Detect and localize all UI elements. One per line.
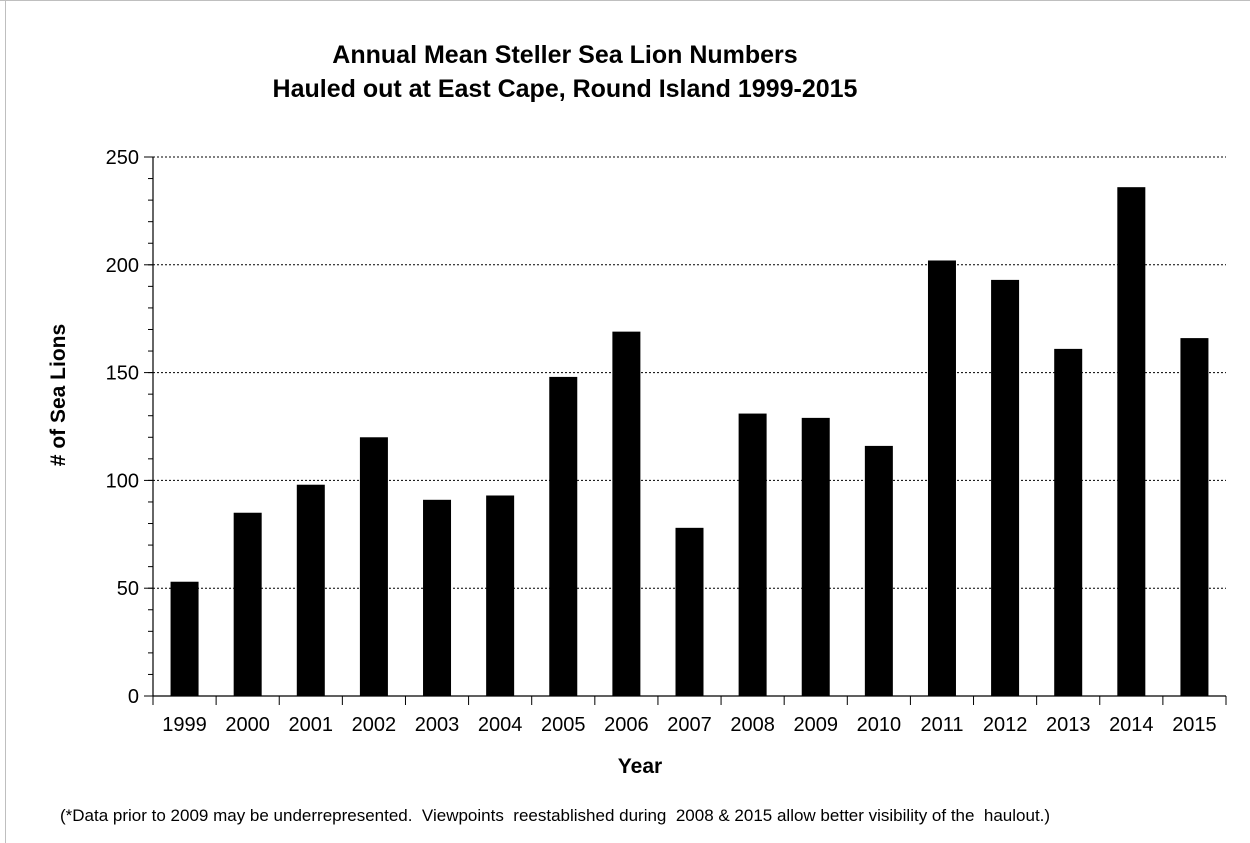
y-tick-label-100: 100 — [106, 470, 139, 492]
x-tick-label-2015: 2015 — [1172, 714, 1217, 736]
bar-2015 — [1180, 338, 1209, 696]
x-tick-label-2011: 2011 — [920, 714, 963, 736]
bar-2014 — [1117, 187, 1146, 696]
bar-2002 — [359, 437, 388, 696]
bar-2006 — [612, 331, 641, 696]
bar-2010 — [864, 445, 893, 696]
bar-2004 — [486, 495, 515, 696]
x-tick-label-2008: 2008 — [730, 714, 775, 736]
x-tick-label-2012: 2012 — [983, 714, 1028, 736]
x-tick-label-2013: 2013 — [1046, 714, 1091, 736]
x-tick-label-2014: 2014 — [1109, 714, 1154, 736]
bar-2005 — [549, 376, 578, 696]
bar-2001 — [296, 484, 325, 696]
bar-1999 — [170, 581, 199, 696]
x-tick-label-2010: 2010 — [857, 714, 902, 736]
x-tick-label-2003: 2003 — [415, 714, 460, 736]
bar-2013 — [1054, 348, 1083, 696]
x-tick-label-2004: 2004 — [478, 714, 523, 736]
x-tick-label-2001: 2001 — [289, 714, 334, 736]
bar-2003 — [423, 499, 452, 696]
frame-top-border — [0, 0, 1250, 1]
x-tick-label-2005: 2005 — [541, 714, 586, 736]
chart-title-line-2: Hauled out at East Cape, Round Island 19… — [272, 75, 858, 103]
chart-title-line-1: Annual Mean Steller Sea Lion Numbers — [332, 41, 798, 69]
y-axis-label: # of Sea Lions — [47, 323, 70, 467]
x-tick-label-1999: 1999 — [162, 714, 207, 736]
chart-title: Annual Mean Steller Sea Lion Numbers Hau… — [150, 38, 980, 106]
y-tick-label-200: 200 — [106, 255, 139, 277]
x-tick-label-2006: 2006 — [604, 714, 649, 736]
bar-2008 — [738, 413, 767, 696]
footnote: (*Data prior to 2009 may be underreprese… — [60, 806, 1051, 825]
bar-2007 — [675, 527, 704, 696]
y-tick-label-0: 0 — [128, 686, 139, 708]
y-tick-label-250: 250 — [106, 147, 139, 169]
x-tick-label-2002: 2002 — [352, 714, 397, 736]
bar-2009 — [801, 417, 830, 696]
y-tick-label-50: 50 — [117, 578, 139, 600]
y-tick-label-150: 150 — [106, 363, 139, 385]
x-tick-label-2000: 2000 — [225, 714, 270, 736]
x-tick-label-2007: 2007 — [667, 714, 712, 736]
x-tick-label-2009: 2009 — [793, 714, 838, 736]
bar-2000 — [233, 512, 262, 696]
frame-left-border — [5, 0, 6, 843]
bar-2011 — [927, 260, 956, 696]
bar-2012 — [991, 279, 1020, 696]
x-axis-label: Year — [617, 755, 663, 778]
